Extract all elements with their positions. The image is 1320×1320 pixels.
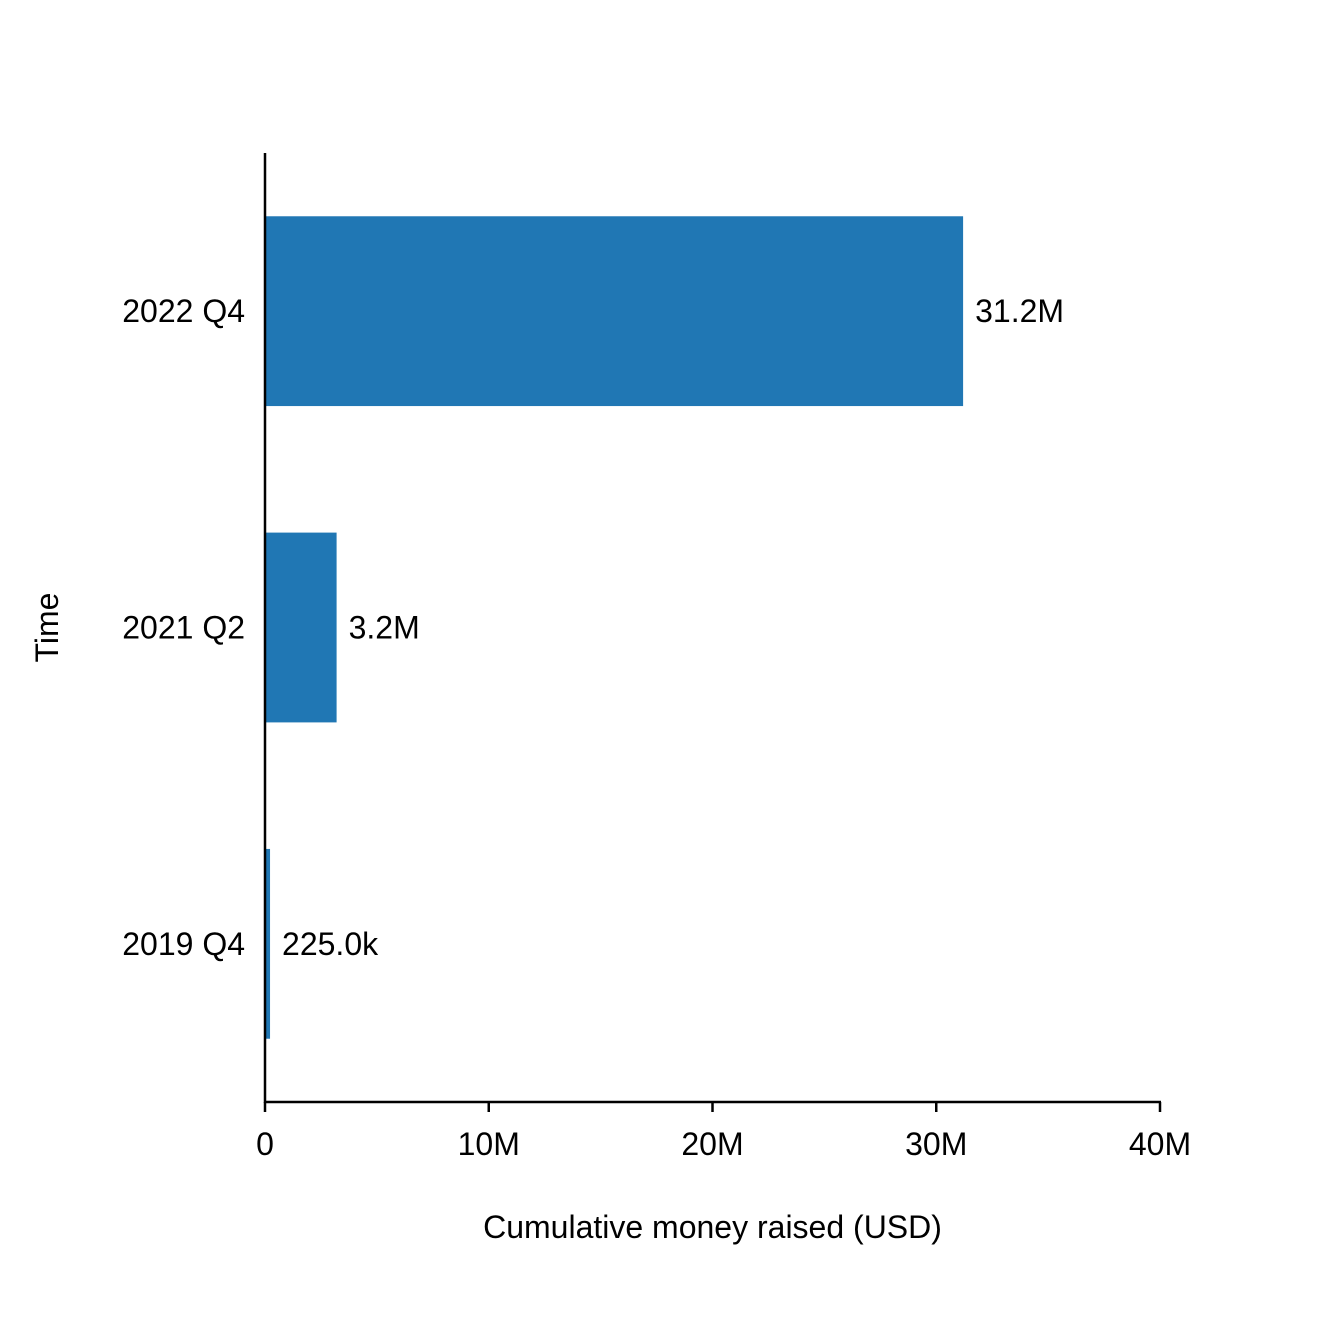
y-tick-label: 2022 Q4 xyxy=(122,293,245,329)
bar-labels-group: 225.0k 3.2M 31.2M xyxy=(282,293,1064,962)
y-tick-label: 2019 Q4 xyxy=(122,926,245,962)
bar-2021-q2 xyxy=(265,532,337,723)
bar-data-label: 225.0k xyxy=(282,926,379,962)
x-axis-title: Cumulative money raised (USD) xyxy=(483,1209,942,1245)
x-tick-label: 10M xyxy=(458,1126,520,1162)
y-axis-title: Time xyxy=(29,593,65,663)
bar-data-label: 31.2M xyxy=(975,293,1064,329)
x-tick-label: 0 xyxy=(256,1126,274,1162)
bar-data-label: 3.2M xyxy=(349,610,420,646)
x-ticks-group: 0 10M 20M 30M 40M xyxy=(256,1102,1191,1162)
x-tick-label: 30M xyxy=(905,1126,967,1162)
x-tick-label: 40M xyxy=(1129,1126,1191,1162)
y-tick-label: 2021 Q2 xyxy=(122,610,245,646)
bars-group xyxy=(265,216,964,1039)
bar-2019-q4 xyxy=(265,848,271,1039)
x-tick-label: 20M xyxy=(681,1126,743,1162)
bar-2022-q4 xyxy=(265,216,964,407)
y-tick-labels-group: 2019 Q4 2021 Q2 2022 Q4 xyxy=(122,293,245,962)
